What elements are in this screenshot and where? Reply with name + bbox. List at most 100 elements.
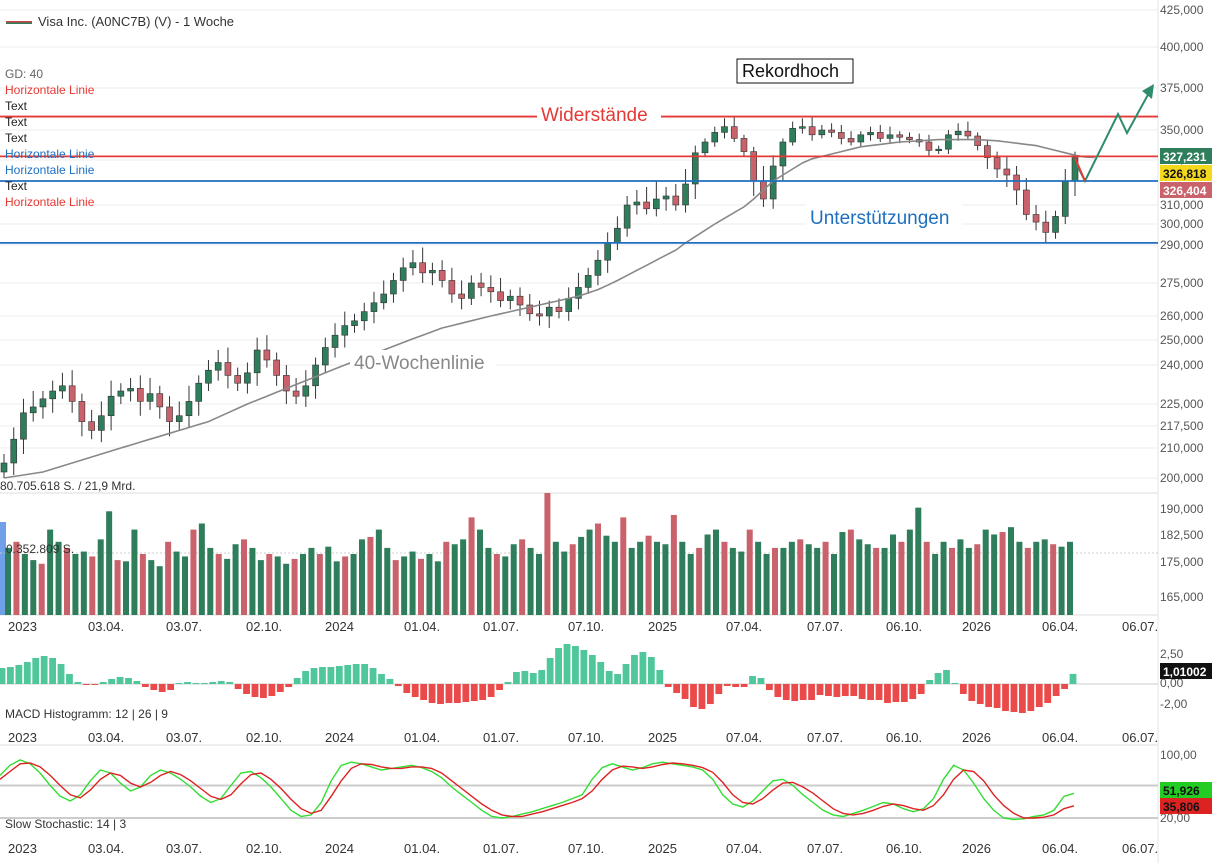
indicator-item[interactable]: GD: 40: [5, 67, 44, 81]
macd-bar: [732, 684, 740, 687]
macd-bar: [335, 666, 343, 684]
volume-bar: [409, 551, 416, 615]
volume-bar: [375, 529, 382, 615]
candle-body: [205, 369, 212, 384]
volume-bar: [426, 554, 433, 615]
macd-bar: [344, 665, 352, 684]
macd-bar: [302, 671, 309, 684]
x-axis-label: 03.07.: [166, 730, 202, 745]
x-axis-label: 01.07.: [483, 841, 519, 856]
macd-value-text: 1,01002: [1163, 665, 1207, 679]
candle-body: [244, 372, 251, 384]
macd-bar: [167, 684, 175, 690]
x-axis-label: 07.04.: [726, 730, 762, 745]
candle-body: [370, 302, 378, 312]
macd-bar: [951, 683, 959, 684]
macd-bar: [900, 684, 908, 702]
volume-bar: [1033, 541, 1040, 615]
volume-bar: [873, 547, 880, 615]
price-axis-label: 375,000: [1160, 81, 1204, 95]
volume-bar: [1050, 544, 1057, 615]
macd-bar: [715, 684, 723, 694]
volume-bar: [704, 534, 711, 615]
macd-bar: [782, 684, 790, 700]
volume-bar: [738, 551, 745, 615]
macd-bar: [209, 682, 217, 684]
candle-body: [292, 390, 300, 397]
chart-title: Visa Inc. (A0NC7B) (V) - 1 Woche: [38, 14, 235, 29]
volume-bar: [106, 511, 113, 615]
candle-body: [351, 320, 358, 326]
candle-body: [730, 126, 738, 139]
indicator-item[interactable]: Horizontale Linie: [5, 163, 95, 177]
candle-body: [273, 359, 280, 376]
macd-bar: [251, 684, 259, 697]
macd-bar: [1019, 684, 1026, 713]
candle-body: [769, 165, 777, 200]
volume-bar: [847, 529, 854, 615]
macd-bar: [74, 682, 82, 684]
stoch-axis-label: 20,00: [1160, 811, 1190, 825]
volume-bar: [1016, 541, 1023, 615]
volume-bar: [603, 535, 610, 615]
indicator-item[interactable]: Text: [5, 179, 28, 193]
price-axis-label: 250,000: [1160, 333, 1204, 347]
volume-bar: [468, 517, 475, 615]
macd-bar: [32, 658, 40, 684]
candle-body: [935, 148, 942, 151]
volume-bar: [114, 560, 121, 615]
volume-bar: [940, 541, 947, 615]
candle-body: [477, 282, 485, 288]
macd-bar: [394, 684, 402, 686]
volume-bar: [249, 547, 256, 615]
volume-bar: [628, 547, 635, 615]
price-axis-label: 275,000: [1160, 276, 1204, 290]
indicator-item[interactable]: Horizontale Linie: [5, 83, 95, 97]
macd-bar: [605, 671, 613, 684]
indicator-item[interactable]: Text: [5, 131, 28, 145]
macd-bar: [217, 681, 225, 684]
volume-bar: [932, 554, 939, 615]
candle-body: [838, 132, 845, 139]
candle-body: [321, 347, 329, 366]
volume-bar: [38, 563, 45, 615]
volume-bar: [965, 547, 972, 615]
macd-bar: [538, 670, 546, 684]
candle-body: [526, 304, 534, 315]
macd-bar: [825, 684, 832, 696]
x-axis-label: 02.10.: [246, 730, 282, 745]
volume-bar: [384, 547, 391, 615]
indicator-item[interactable]: Text: [5, 99, 28, 113]
price-axis-label: 182,500: [1160, 528, 1204, 542]
volume-bar: [291, 558, 298, 615]
macd-bar: [462, 684, 470, 702]
macd-bar: [133, 681, 141, 684]
candle-body: [653, 198, 660, 210]
volume-bar: [232, 544, 239, 615]
macd-bar: [740, 684, 748, 687]
x-axis-label: 07.10.: [568, 730, 604, 745]
candle-body: [253, 349, 261, 374]
macd-bar: [116, 677, 124, 684]
macd-bar: [808, 684, 815, 700]
macd-bar: [943, 670, 950, 684]
candle-body: [876, 132, 884, 139]
macd-bar: [57, 664, 65, 684]
volume-bar: [856, 539, 863, 615]
rekordhoch-label: Rekordhoch: [742, 61, 839, 81]
indicator-item[interactable]: Horizontale Linie: [5, 147, 95, 161]
macd-bar: [40, 656, 48, 684]
indicator-item[interactable]: Text: [5, 115, 28, 129]
macd-bar: [926, 680, 934, 684]
volume-bar: [13, 541, 20, 615]
candle-body: [98, 415, 105, 431]
volume-bar: [999, 532, 1006, 615]
candle-body: [302, 385, 310, 397]
volume-bar: [1058, 546, 1065, 615]
price-axis-label: 310,000: [1160, 198, 1204, 212]
indicator-item[interactable]: Horizontale Linie: [5, 195, 95, 209]
macd-bar: [352, 664, 360, 684]
candle-body: [818, 129, 826, 136]
price-axis-label: 425,000: [1160, 3, 1204, 17]
